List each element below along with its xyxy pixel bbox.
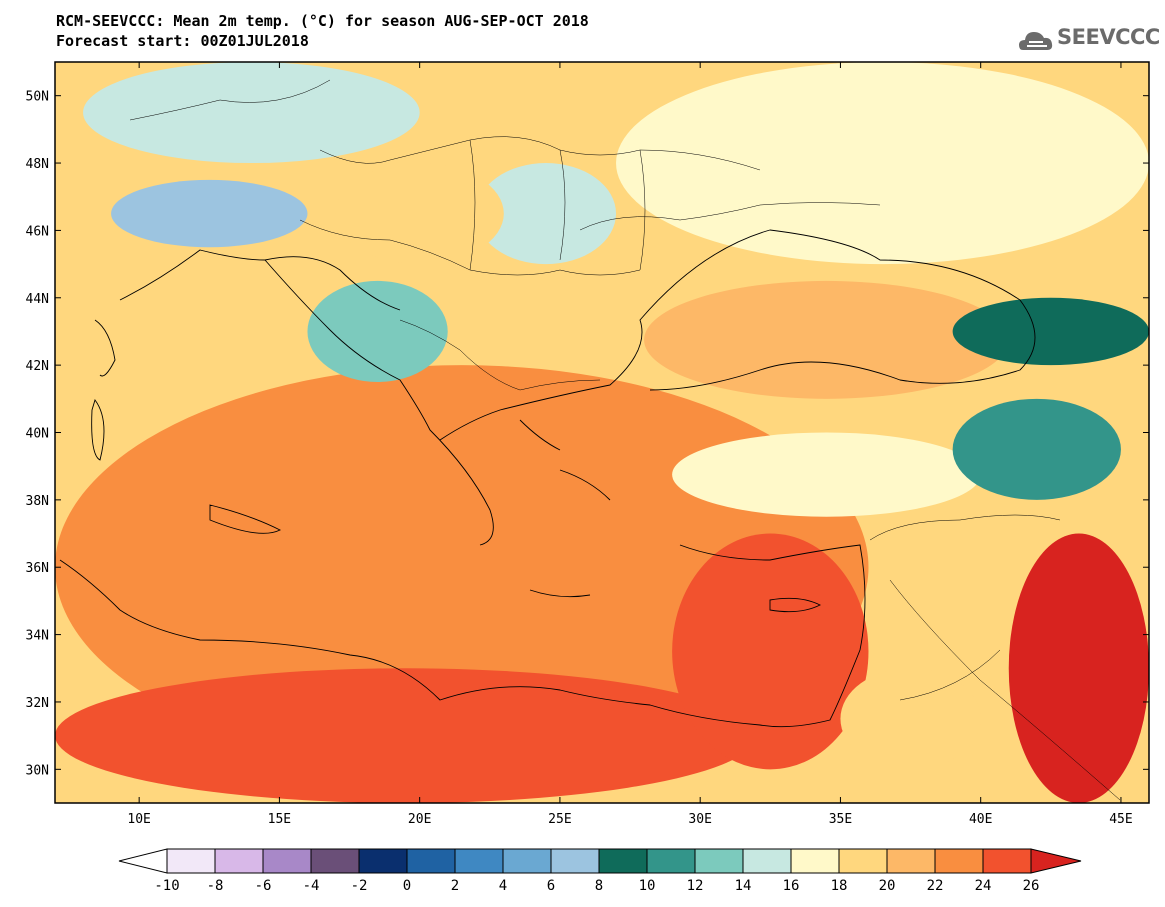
colorbar-label: 16 (783, 878, 800, 894)
colorbar-swatch (262, 848, 312, 874)
colorbar-swatch (934, 848, 984, 874)
lat-tick-label: 38N (26, 494, 49, 509)
lat-tick-label: 44N (26, 292, 49, 307)
field-region-7 (111, 179, 308, 248)
lat-tick-label: 50N (26, 90, 49, 105)
colorbar-swatch (310, 848, 360, 874)
colorbar-label: -8 (207, 878, 224, 894)
colorbar-swatch (838, 848, 888, 874)
lon-tick-label: 30E (688, 812, 711, 827)
field-region-0 (55, 365, 869, 770)
colorbar-swatch (598, 848, 648, 874)
lat-tick-label: 46N (26, 224, 49, 239)
field-region-6 (475, 163, 617, 265)
colorbar-label: 24 (975, 878, 992, 894)
colorbar-swatch (646, 848, 696, 874)
coastlines (59, 229, 1036, 728)
colorbar-label: 4 (499, 878, 507, 894)
colorbar-label: 26 (1023, 878, 1040, 894)
field-region-3 (672, 533, 869, 770)
colorbar-swatch (550, 848, 600, 874)
colorbar-label: -6 (255, 878, 272, 894)
lat-tick-label: 30N (26, 763, 49, 778)
lon-tick-label: 25E (548, 812, 571, 827)
colorbar-swatch (982, 848, 1032, 874)
lon-tick-label: 10E (127, 812, 150, 827)
colorbar-swatch (406, 848, 456, 874)
colorbar-swatch (214, 848, 264, 874)
field-region-14 (616, 62, 1149, 265)
field-region-8 (672, 432, 981, 517)
colorbar-swatch (790, 848, 840, 874)
lat-tick-label: 32N (26, 696, 49, 711)
cloud-logo-icon (1019, 32, 1053, 50)
colorbar-label: 18 (831, 878, 848, 894)
colorbar-label: 10 (639, 878, 656, 894)
colorbar-over-triangle (1030, 848, 1082, 874)
colorbar-label: 22 (927, 878, 944, 894)
colorbar-swatch (166, 848, 216, 874)
colorbar-label: 20 (879, 878, 896, 894)
colorbar-label: -10 (154, 878, 179, 894)
lon-tick-label: 20E (408, 812, 431, 827)
field-region-2 (1008, 533, 1149, 803)
map-axes: 50N 48N 46N 44N 42N 40N 38N 36N 34N 32N 30N 10E 15E 2… (26, 62, 1149, 827)
colorbar-label: 2 (451, 878, 459, 894)
field-region-10 (952, 297, 1149, 366)
temperature-field (55, 62, 1149, 803)
colorbar-swatch (358, 848, 408, 874)
lat-tick-label: 40N (26, 427, 49, 442)
colorbar-label: 6 (547, 878, 555, 894)
colorbar-under-triangle (118, 848, 168, 874)
lon-tick-label: 40E (969, 812, 992, 827)
field-region-1 (55, 668, 757, 803)
colorbar-label: -4 (303, 878, 320, 894)
country-borders (129, 79, 1121, 801)
logo-text: SEEVCCC (1057, 25, 1160, 49)
map-subtitle: Forecast start: 00Z01JUL2018 (56, 32, 309, 50)
field-region-11 (307, 280, 448, 382)
colorbar-label: 0 (403, 878, 411, 894)
lon-tick-label: 35E (829, 812, 852, 827)
colorbar-swatch (502, 848, 552, 874)
colorbar-swatch (694, 848, 744, 874)
lat-tick-label: 42N (26, 359, 49, 374)
colorbar: -10 -8 -6 -4 -2 0 2 4 6 8 10 12 14 16 18 20 22 24 26 (118, 848, 1082, 894)
colorbar-swatch (886, 848, 936, 874)
lat-tick-label: 36N (26, 561, 49, 576)
field-region-4 (840, 668, 981, 770)
field-region-5 (644, 280, 1009, 399)
lat-tick-label: 34N (26, 629, 49, 644)
lat-tick-label: 48N (26, 157, 49, 172)
field-region-12 (335, 163, 504, 265)
map-title: RCM-SEEVCCC: Mean 2m temp. (°C) for seas… (56, 12, 589, 30)
lon-tick-label: 15E (268, 812, 291, 827)
lon-tick-label: 45E (1109, 812, 1132, 827)
field-region-13 (83, 62, 420, 164)
colorbar-label: 8 (595, 878, 603, 894)
colorbar-swatch (742, 848, 792, 874)
colorbar-label: 14 (735, 878, 752, 894)
colorbar-label: -2 (351, 878, 368, 894)
field-region-9 (952, 398, 1121, 500)
colorbar-swatch (454, 848, 504, 874)
colorbar-label: 12 (687, 878, 704, 894)
